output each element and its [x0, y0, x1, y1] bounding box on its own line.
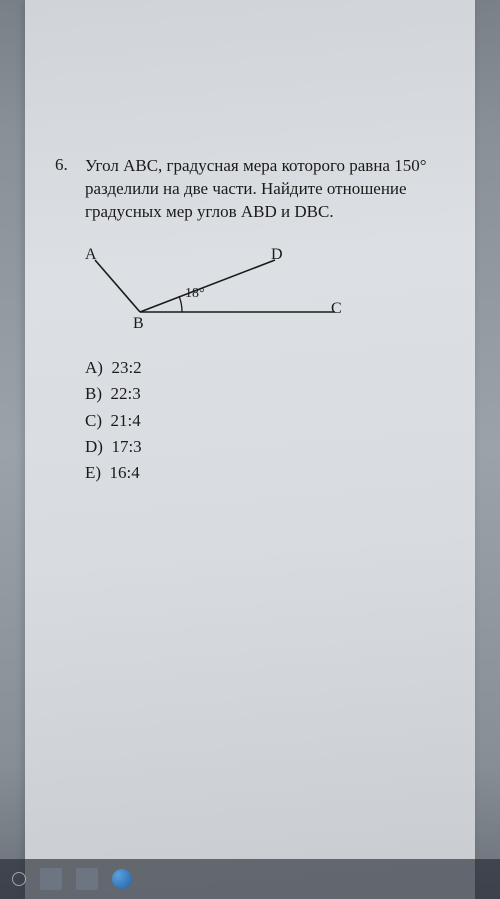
option-letter: D): [85, 437, 103, 456]
option-value: 21:4: [111, 411, 141, 430]
option-b: B) 22:3: [85, 381, 445, 407]
label-d: D: [271, 246, 283, 264]
angle-value: 18°: [185, 286, 205, 302]
option-value: 22:3: [111, 384, 141, 403]
taskview-icon[interactable]: [40, 868, 62, 890]
ray-bd: [140, 260, 275, 312]
question-content: 6. Угол ABC, градусная мера которого рав…: [25, 0, 475, 487]
option-value: 16:4: [110, 463, 140, 482]
question-text: Угол ABC, градусная мера которого равна …: [85, 155, 445, 224]
question-number: 6.: [55, 155, 73, 175]
angle-diagram: A D B C 18°: [85, 242, 365, 337]
explorer-icon[interactable]: [76, 868, 98, 890]
diagram-svg: [85, 242, 365, 337]
option-d: D) 17:3: [85, 434, 445, 460]
paper-region: 6. Угол ABC, градусная мера которого рав…: [25, 0, 475, 899]
label-c: C: [331, 300, 342, 318]
option-letter: B): [85, 384, 102, 403]
question-line-2: разделили на две части. Найдите отношени…: [85, 179, 407, 198]
angle-arc: [179, 296, 182, 312]
question-line-3: градусных мер углов ABD и DBC.: [85, 202, 334, 221]
search-icon[interactable]: [12, 872, 26, 886]
option-letter: A): [85, 358, 103, 377]
option-c: C) 21:4: [85, 408, 445, 434]
option-a: A) 23:2: [85, 355, 445, 381]
taskbar: [0, 859, 500, 899]
label-b: B: [133, 315, 144, 333]
option-e: E) 16:4: [85, 460, 445, 486]
option-letter: C): [85, 411, 102, 430]
browser-icon[interactable]: [112, 869, 132, 889]
question-row: 6. Угол ABC, градусная мера которого рав…: [55, 155, 445, 224]
option-value: 23:2: [111, 358, 141, 377]
question-line-1: Угол ABC, градусная мера которого равна …: [85, 156, 427, 175]
option-value: 17:3: [111, 437, 141, 456]
label-a: A: [85, 246, 97, 264]
answer-options: A) 23:2 B) 22:3 C) 21:4 D) 17:3 E) 16:4: [85, 355, 445, 487]
ray-ba: [95, 260, 140, 312]
option-letter: E): [85, 463, 101, 482]
